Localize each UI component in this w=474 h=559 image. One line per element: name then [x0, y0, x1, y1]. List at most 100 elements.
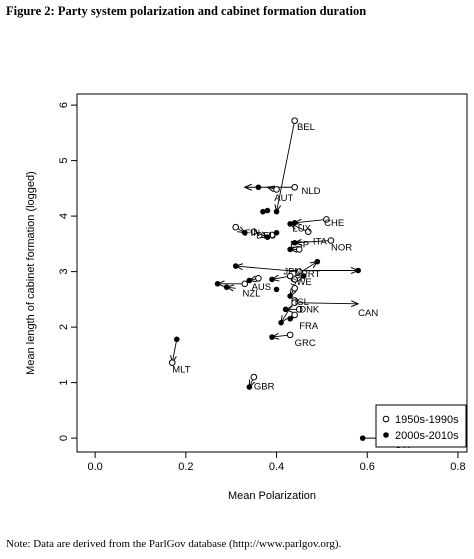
point-1950s-1990s	[273, 186, 280, 193]
legend-filled-marker	[383, 432, 389, 438]
point-1950s-1990s	[250, 228, 258, 235]
point-2000s-2010s	[260, 208, 266, 215]
x-tick-label: 0.0	[87, 461, 102, 473]
change-arrow	[172, 339, 178, 362]
point-2000s-2010s	[269, 334, 275, 340]
point-1950s-1990s	[286, 331, 294, 339]
point-1950s-1990s	[250, 373, 258, 381]
country-label: GRC	[295, 338, 316, 349]
point-1950s-1990s	[323, 216, 330, 223]
country-label: DNK	[299, 305, 320, 316]
point-2000s-2010s	[291, 239, 298, 246]
point-1950s-1990s	[291, 183, 298, 191]
y-tick-label: 1	[58, 380, 70, 386]
country-label: ESP	[290, 240, 309, 251]
point-2000s-2010s	[273, 229, 280, 236]
country-label: ITA	[313, 236, 328, 247]
y-axis-label: Mean length of cabinet formation (logged…	[25, 171, 37, 375]
country-label: LUX	[292, 224, 311, 235]
country-label: GBR	[254, 381, 275, 392]
plot-frame	[76, 93, 468, 453]
point-2000s-2010s	[173, 336, 180, 343]
point-2000s-2010s	[300, 273, 307, 279]
point-1950s-1990s	[268, 231, 276, 239]
point-2000s-2010s	[359, 435, 366, 441]
y-tick-label: 0	[58, 435, 70, 441]
point-1950s-1990s	[241, 280, 249, 288]
point-1950s-1990s	[295, 246, 303, 253]
point-2000s-2010s	[214, 281, 221, 287]
point-1950s-1990s	[286, 272, 294, 280]
country-label: BEL	[297, 122, 315, 133]
point-1950s-1990s	[255, 274, 262, 282]
country-label: FRA	[299, 321, 319, 332]
y-tick-label: 6	[58, 102, 70, 108]
country-label: NOR	[331, 243, 352, 254]
point-1950s-1990s	[168, 359, 176, 366]
x-tick-label: 0.2	[178, 461, 193, 473]
legend-label-2000s-2010s: 2000s-2010s	[395, 430, 459, 442]
country-label: AUS	[252, 282, 272, 293]
point-2000s-2010s	[264, 234, 271, 240]
point-2000s-2010s	[223, 284, 230, 290]
point-1950s-1990s	[291, 299, 298, 306]
legend-box	[375, 404, 467, 448]
point-2000s-2010s	[287, 293, 293, 299]
country-label: NLD	[301, 186, 320, 197]
country-label: AUT	[274, 193, 293, 204]
country-label: FIN	[245, 228, 260, 239]
point-2000s-2010s	[232, 263, 239, 269]
country-label: NZL	[243, 289, 261, 300]
x-axis: 0.0 0.2 0.4 0.6 0.8	[87, 452, 466, 473]
point-2000s-2010s	[291, 219, 298, 226]
point-2000s-2010s	[287, 221, 293, 227]
y-tick-label: 4	[58, 213, 70, 219]
point-2000s-2010s	[287, 315, 293, 322]
point-2000s-2010s	[255, 184, 262, 191]
country-label: MLT	[172, 365, 190, 376]
point-1950s-1990s	[291, 284, 298, 292]
point-2000s-2010s	[269, 276, 275, 283]
y-tick-label: 3	[58, 269, 70, 275]
point-1950s-1990s	[291, 311, 298, 319]
country-label: PRT	[301, 269, 320, 280]
point-2000s-2010s	[246, 384, 253, 390]
arrows-layer	[172, 120, 394, 438]
y-tick-label: 2	[58, 324, 70, 330]
point-2000s-2010s	[246, 277, 253, 284]
change-arrow	[295, 241, 331, 243]
change-arrow	[277, 120, 296, 212]
point-1950s-1990s	[295, 268, 303, 275]
figure-title: Figure 2: Party system polarization and …	[6, 4, 367, 18]
point-2000s-2010s	[278, 319, 284, 326]
country-label: CHE	[324, 218, 344, 229]
country-label: DEU	[256, 230, 276, 241]
point-2000s-2010s	[355, 267, 361, 274]
x-tick-label: 0.4	[269, 461, 284, 473]
country-label: SWE	[290, 277, 312, 288]
point-1950s-1990s	[304, 228, 312, 235]
y-axis: 0 1 2 3 4 5 6	[58, 102, 77, 441]
change-arrow	[295, 219, 327, 222]
legend-open-marker	[382, 415, 390, 423]
point-1950s-1990s	[232, 223, 240, 231]
x-axis-label: Mean Polarization	[228, 490, 316, 502]
point-1950s-1990s	[291, 117, 298, 124]
legend: 1950s-1990s 2000s-2010s	[375, 404, 467, 448]
country-label: CAN	[358, 308, 378, 319]
point-1950s-1990s	[295, 306, 303, 313]
country-label: JPN	[283, 266, 301, 277]
point-2000s-2010s	[287, 246, 293, 253]
point-2000s-2010s	[241, 229, 248, 236]
change-arrow	[294, 303, 358, 304]
point-2000s-2010s	[282, 306, 289, 313]
point-2000s-2010s	[314, 258, 321, 265]
legend-label-1950s-1990s: 1950s-1990s	[395, 414, 459, 426]
y-tick-label: 5	[58, 158, 70, 164]
point-2000s-2010s	[273, 286, 280, 293]
x-tick-label: 0.8	[450, 461, 465, 473]
point-1950s-1990s	[327, 237, 335, 244]
points-layer	[168, 117, 398, 442]
